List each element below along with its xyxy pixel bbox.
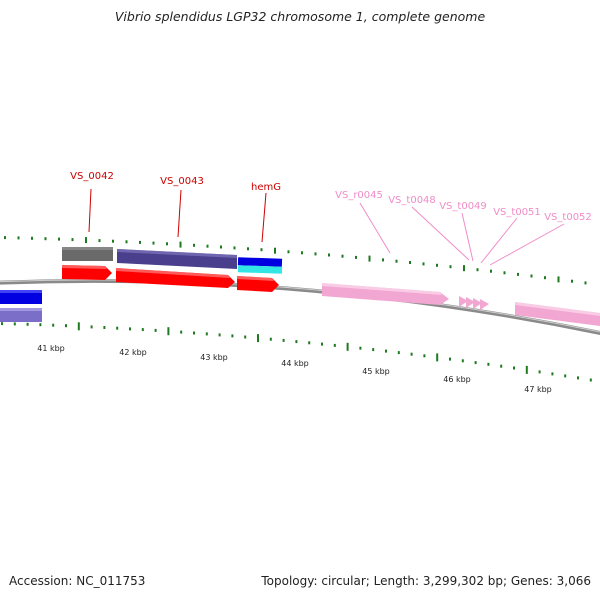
- gene-block-hemg-cyan[interactable]: [237, 265, 283, 274]
- gene-block-vs0042[interactable]: [62, 247, 113, 261]
- scale-label: 44 kbp: [281, 359, 309, 368]
- chromosome-backbone: [0, 278, 600, 335]
- trna-arrow-vs-t0051[interactable]: [473, 298, 482, 309]
- scale-label: 46 kbp: [443, 375, 471, 384]
- gene-block-left-blue[interactable]: [0, 290, 42, 304]
- trna-arrow-vs-t0052[interactable]: [480, 299, 489, 310]
- genome-summary-label: Topology: circular; Length: 3,299,302 bp…: [261, 574, 591, 588]
- feature-label-vs-t0048[interactable]: VS_t0048: [388, 195, 436, 206]
- inner-tick-ring: [1, 322, 592, 382]
- feature-label-vs-t0051[interactable]: VS_t0051: [493, 207, 541, 218]
- trna-arrow-vs-t0049[interactable]: [466, 297, 475, 308]
- scale-label: 41 kbp: [37, 344, 65, 353]
- rna-block-right[interactable]: [515, 302, 600, 326]
- scale-label: 43 kbp: [200, 353, 228, 362]
- accession-label: Accession: NC_011753: [9, 574, 146, 588]
- feature-label-hemg[interactable]: hemG: [251, 182, 281, 193]
- rna-track: [322, 283, 600, 326]
- scale-label: 47 kbp: [524, 385, 552, 394]
- trna-arrow-vs-t0048[interactable]: [459, 296, 468, 307]
- map-title: Vibrio splendidus LGP32 chromosome 1, co…: [114, 9, 486, 24]
- feature-label-vs-t0052[interactable]: VS_t0052: [544, 212, 592, 223]
- scale-label: 42 kbp: [119, 348, 147, 357]
- outer-tick-ring: [4, 236, 587, 285]
- feature-label-vs0043[interactable]: VS_0043: [160, 176, 204, 187]
- feature-label-vs-t0049[interactable]: VS_t0049: [439, 201, 487, 212]
- feature-label-vs-r0045[interactable]: VS_r0045: [335, 190, 383, 201]
- feature-label-vs0042[interactable]: VS_0042: [70, 171, 114, 182]
- upper-gene-track: [62, 247, 283, 274]
- rna-arrow-vs-r0045[interactable]: [322, 283, 449, 305]
- gene-block-hemg-blue[interactable]: [237, 257, 283, 267]
- callout-lines: [88, 188, 565, 266]
- left-edge-genes: [0, 290, 42, 322]
- feature-labels: VS_0042 VS_0043 hemG VS_r0045 VS_t0048 V…: [70, 171, 592, 223]
- gene-block-left-lavender[interactable]: [0, 308, 42, 322]
- scale-label: 45 kbp: [362, 367, 390, 376]
- scale-labels: 41 kbp 42 kbp 43 kbp 44 kbp 45 kbp 46 kbp 47 k…: [37, 344, 552, 394]
- cds-track: [62, 265, 279, 292]
- chromosome-backbone-highlight: [0, 279, 600, 333]
- cds-arrow-vs0043[interactable]: [116, 268, 235, 288]
